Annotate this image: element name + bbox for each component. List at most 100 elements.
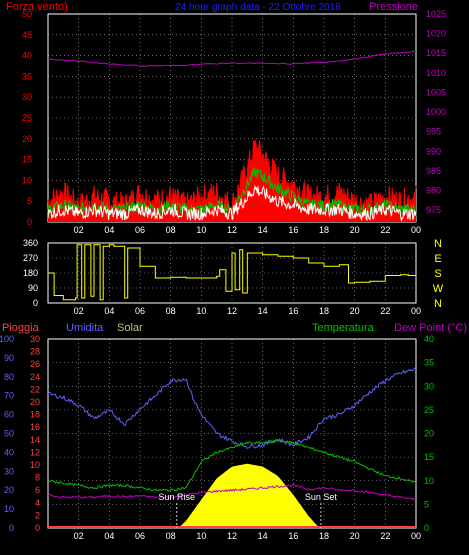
wind-avg-line [47,167,417,218]
humidity-y-tick-label: 20 [4,485,14,495]
direction-y-tick-label: 360 [23,238,38,248]
wind-y-tick-label: 35 [22,71,32,81]
wind-y-tick-label: 5 [27,196,32,206]
compass-label: N [434,238,442,250]
temp-x-tick-label: 06 [135,531,145,541]
wind-x-tick-label: 00 [411,225,421,235]
temp-x-tick-label: 04 [104,531,114,541]
rain-y-tick-label: 8 [35,473,40,483]
direction-y-tick-label: 90 [28,283,38,293]
rain-y-tick-label: 22 [30,384,40,394]
direction-y-tick-label: 270 [23,253,38,263]
wind-y-tick-label: 15 [22,155,32,165]
rain-y-tick-label: 2 [35,510,40,520]
wind-x-tick-label: 10 [196,225,206,235]
sunset-label: Sun Set [305,492,338,502]
pressure-axis-title: Pressione [369,1,418,13]
wind-y-tick-label: 40 [22,51,32,61]
humidity-y-tick-label: 40 [4,447,14,457]
direction-y-tick-label: 180 [23,268,38,278]
wind-direction-line [48,244,417,301]
rain-y-tick-label: 20 [30,397,40,407]
direction-x-tick-label: 00 [411,306,421,316]
temp-x-tick-label: 18 [319,531,329,541]
temp-x-tick-label: 22 [380,531,390,541]
wind-x-tick-label: 16 [288,225,298,235]
rain-y-tick-label: 0 [35,523,40,533]
humidity-y-tick-label: 100 [0,334,14,344]
direction-x-tick-label: 10 [196,306,206,316]
temp-x-tick-label: 16 [288,531,298,541]
wind-x-tick-label: 22 [380,225,390,235]
rain-axis-title: Pioggia [2,322,40,334]
pressure-y-tick-label: 1005 [426,87,446,97]
temperature-y-tick-label: 35 [424,358,434,368]
dewpoint-axis-title: Dew Point (°C) [394,322,467,334]
sunrise-label: Sun Rise [159,492,196,502]
direction-x-tick-label: 04 [104,306,114,316]
humidity-axis-title: Umidita [66,322,104,334]
pressure-y-tick-label: 995 [426,127,441,137]
temp-x-tick-label: 00 [411,531,421,541]
direction-x-tick-label: 08 [166,306,176,316]
rain-y-tick-label: 6 [35,485,40,495]
direction-x-tick-label: 22 [380,306,390,316]
wind-y-tick-label: 30 [22,92,32,102]
pressure-y-tick-label: 975 [426,205,441,215]
temperature-axis-title: Temperatura [312,322,375,334]
temp-x-tick-label: 12 [227,531,237,541]
direction-x-tick-label: 18 [319,306,329,316]
humidity-y-tick-label: 50 [4,429,14,439]
wind-y-tick-label: 20 [22,134,32,144]
rain-y-tick-label: 30 [30,334,40,344]
wind-x-tick-label: 12 [227,225,237,235]
direction-x-tick-label: 02 [74,306,84,316]
wind-x-tick-label: 02 [74,225,84,235]
wind-x-tick-label: 18 [319,225,329,235]
wind-y-tick-label: 10 [22,175,32,185]
temp-x-tick-label: 08 [166,531,176,541]
dewpoint-line [47,483,417,501]
pressure-y-tick-label: 1020 [426,29,446,39]
humidity-y-tick-label: 0 [9,523,14,533]
temperature-y-tick-label: 30 [424,381,434,391]
compass-label: N [434,298,442,310]
rain-y-tick-label: 12 [30,447,40,457]
pressure-y-tick-label: 1010 [426,68,446,78]
temperature-y-tick-label: 10 [424,476,434,486]
wind-gust-line-fill [48,139,416,222]
direction-x-tick-label: 14 [258,306,268,316]
wind-y-tick-label: 45 [22,30,32,40]
rain-y-tick-label: 4 [35,498,40,508]
humidity-y-tick-label: 10 [4,504,14,514]
wind-x-tick-label: 08 [166,225,176,235]
rain-y-tick-label: 18 [30,410,40,420]
wind-y-tick-label: 0 [27,217,32,227]
solar-area [178,463,320,528]
temp-x-tick-label: 20 [350,531,360,541]
wind-axis-title: Forza vento) [6,1,68,13]
page-title: 24 hour graph data - 22 Ottobre 2018 [175,2,341,13]
pressure-line [47,50,417,67]
pressure-y-tick-label: 980 [426,186,441,196]
wind-x-tick-label: 14 [258,225,268,235]
temperature-line [47,439,417,492]
temp-x-tick-label: 14 [258,531,268,541]
temperature-y-tick-label: 40 [424,334,434,344]
wind-y-tick-label: 50 [22,9,32,19]
rain-y-tick-label: 14 [30,435,40,445]
rain-y-tick-label: 28 [30,347,40,357]
compass-label: S [434,268,441,280]
temperature-y-tick-label: 5 [424,499,429,509]
wind-y-tick-label: 25 [22,113,32,123]
series-layer [47,50,417,528]
humidity-y-tick-label: 80 [4,372,14,382]
wind-x-tick-label: 04 [104,225,114,235]
wind-x-tick-label: 20 [350,225,360,235]
pressure-y-tick-label: 990 [426,146,441,156]
wind-speed-line [47,184,417,223]
rain-y-tick-label: 10 [30,460,40,470]
rain-y-tick-label: 16 [30,422,40,432]
temperature-y-tick-label: 20 [424,429,434,439]
